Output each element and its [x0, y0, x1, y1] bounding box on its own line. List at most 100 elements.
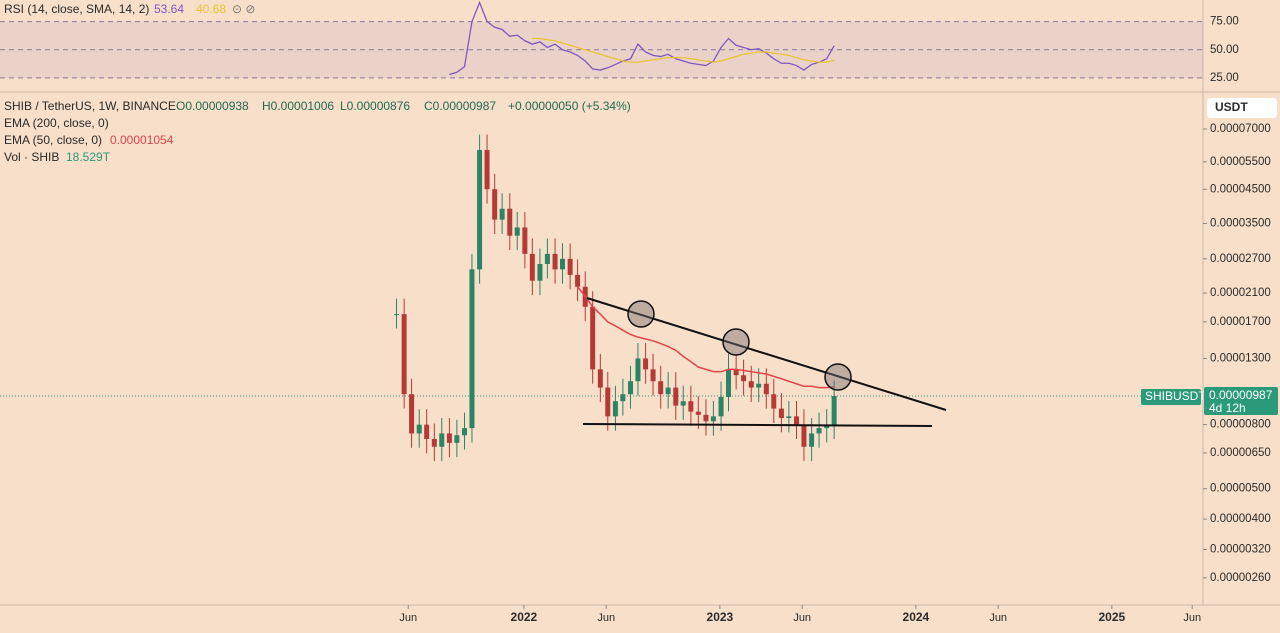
ema50-line [577, 286, 835, 389]
rsi-tick-label: 75.00 [1210, 16, 1239, 28]
vol-value: 18.529T [66, 150, 111, 164]
x-tick-label: Jun [597, 612, 615, 624]
countdown: 4d 12h [1209, 401, 1246, 415]
candle [559, 258, 565, 270]
currency-box[interactable] [1207, 98, 1277, 118]
candle [726, 369, 732, 397]
candle [778, 408, 784, 418]
icons[interactable]: ⊙ ⊘ [232, 2, 255, 16]
y-tick-label: 0.00007000 [1210, 123, 1271, 135]
close: C0.00000987 [424, 99, 496, 113]
y-tick-label: 0.00001300 [1210, 352, 1271, 364]
touch-circle [627, 300, 655, 328]
candle [567, 258, 573, 275]
candle [462, 428, 468, 436]
candle [695, 411, 701, 415]
candle [401, 314, 407, 395]
candle [492, 189, 498, 220]
candle [680, 401, 686, 406]
x-tick-label: Jun [399, 612, 417, 624]
x-tick-label: Jun [989, 612, 1007, 624]
candle [605, 387, 611, 417]
touch-circle [722, 328, 750, 356]
price-tag [1204, 387, 1278, 416]
candle [703, 414, 709, 422]
candle [507, 208, 513, 236]
candle [529, 253, 535, 281]
candle [544, 253, 550, 264]
candle [809, 433, 815, 447]
rsi-title: RSI (14, close, SMA, 14, 2) [4, 2, 149, 16]
candle [590, 306, 596, 370]
y-tick-label: 0.00002100 [1210, 287, 1271, 299]
rsi-value: 53.64 [154, 2, 184, 16]
annotations [582, 297, 947, 427]
ema200-label: EMA (200, close, 0) [4, 116, 109, 130]
candle [522, 227, 528, 254]
y-tick-label: 0.00000650 [1210, 447, 1271, 459]
change: +0.00000050 (+5.34%) [508, 99, 631, 113]
candle [620, 394, 626, 402]
candle [763, 383, 769, 395]
candle [499, 208, 505, 220]
candle [446, 433, 452, 443]
candle [650, 369, 656, 382]
candle [628, 381, 634, 395]
rsi-sma-value: 40.68 [196, 2, 226, 16]
candle [643, 358, 649, 370]
candle [756, 383, 762, 388]
x-tick-label: Jun [1183, 612, 1201, 624]
candle [393, 314, 399, 316]
symbol-tag-text: SHIBUSDT [1145, 389, 1206, 403]
candle [658, 381, 664, 395]
price-tag-value: 0.00000987 [1209, 388, 1273, 402]
rsi-tick-label: 25.00 [1210, 72, 1239, 84]
x-tick-label: 2025 [1099, 610, 1126, 624]
touch-circle [824, 363, 852, 391]
candle [514, 227, 520, 236]
candle [635, 358, 641, 382]
y-tick-label: 0.00000260 [1210, 572, 1271, 584]
candle [439, 433, 445, 447]
candle [597, 369, 603, 388]
candle [552, 253, 558, 270]
candle [424, 424, 430, 439]
candle [454, 435, 460, 443]
candle [537, 263, 543, 281]
y-tick-label: 0.00000400 [1210, 513, 1271, 525]
candle [431, 438, 437, 447]
ema50-label: EMA (50, close, 0) [4, 133, 102, 147]
vol-label: Vol · SHIB [4, 150, 59, 164]
rsi-line [449, 0, 835, 76]
open: O0.00000938 [176, 99, 249, 113]
rsi-line [532, 37, 835, 63]
candle [409, 394, 415, 434]
ema50-value: 0.00001054 [110, 133, 174, 147]
x-tick-label: Jun [793, 612, 811, 624]
y-tick-label: 0.00004500 [1210, 183, 1271, 195]
y-tick-label: 0.00001700 [1210, 316, 1271, 328]
x-tick-label: 2024 [903, 610, 930, 624]
candle [575, 274, 581, 287]
low: L0.00000876 [340, 99, 410, 113]
candle [612, 401, 618, 417]
candle [416, 424, 422, 434]
rsi-tick-label: 50.00 [1210, 44, 1239, 56]
y-tick-label: 0.00000800 [1210, 419, 1271, 431]
trendline [586, 297, 947, 411]
candle [831, 396, 837, 425]
y-tick-label: 0.00003500 [1210, 218, 1271, 230]
candle [710, 416, 716, 422]
candle [771, 394, 777, 409]
x-tick-label: 2022 [511, 610, 538, 624]
candle [718, 396, 724, 417]
y-tick-label: 0.00002700 [1210, 253, 1271, 265]
candle [733, 369, 739, 376]
candle [665, 387, 671, 395]
candle [469, 269, 475, 429]
candle [794, 416, 800, 425]
candle [786, 416, 792, 418]
